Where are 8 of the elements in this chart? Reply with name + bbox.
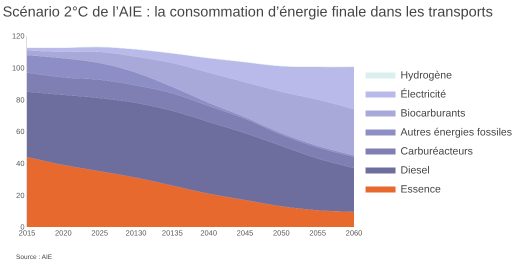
- legend-label: Biocarburants: [400, 108, 466, 120]
- legend-label: Hydrogène: [400, 70, 452, 82]
- chart-title: Scénario 2°C de l’AIE : la consommation d’énergie finale dans les transports: [2, 4, 493, 21]
- legend-label: Autres énergies fossiles: [400, 126, 512, 139]
- legend-label: Carburéacteurs: [400, 146, 473, 158]
- legend-label: Essence: [400, 184, 441, 196]
- legend-label: Électricité: [400, 88, 446, 101]
- legend-label: Diesel: [400, 164, 430, 177]
